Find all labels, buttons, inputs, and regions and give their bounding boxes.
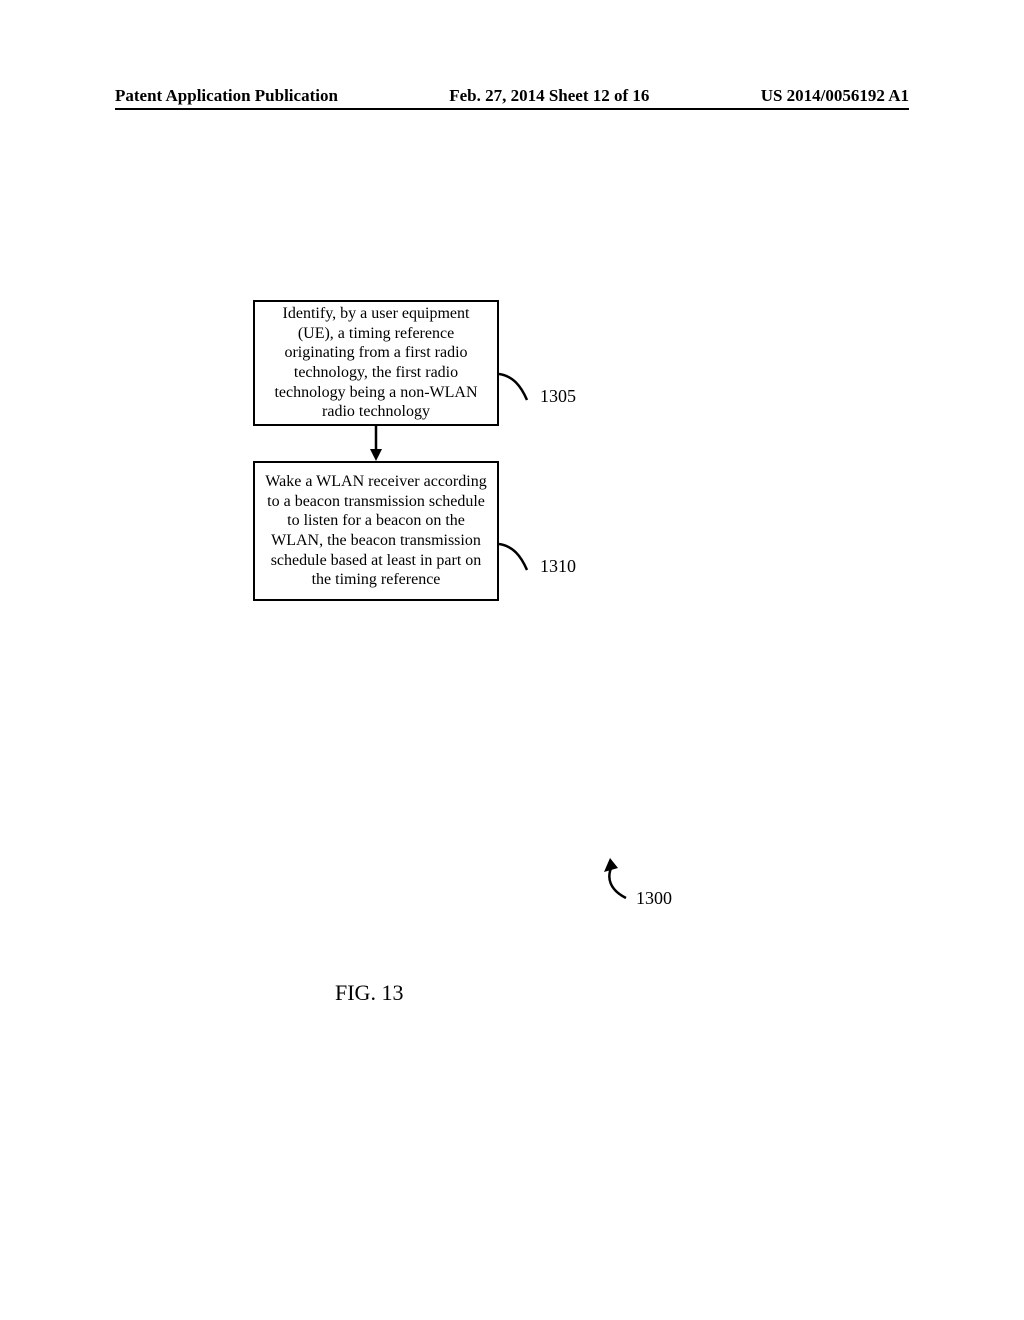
header-right: US 2014/0056192 A1 [761, 86, 909, 106]
flow-node-1: Identify, by a user equipment (UE), a ti… [253, 300, 499, 426]
ref-leader-1305-icon [499, 370, 539, 406]
page-header: Patent Application Publication Feb. 27, … [115, 86, 909, 106]
ref-label-1305: 1305 [540, 386, 576, 407]
header-center: Feb. 27, 2014 Sheet 12 of 16 [449, 86, 649, 106]
ref-leader-1310-icon [499, 540, 539, 576]
ref-label-1310: 1310 [540, 556, 576, 577]
arrow-n1-n2-icon [360, 426, 392, 466]
ref-leader-1300-icon [590, 858, 640, 908]
header-divider [115, 108, 909, 110]
flow-node-1-text: Identify, by a user equipment (UE), a ti… [265, 304, 487, 421]
ref-label-1300: 1300 [636, 888, 672, 909]
flow-node-2: Wake a WLAN receiver according to a beac… [253, 461, 499, 601]
header-left: Patent Application Publication [115, 86, 338, 106]
flow-node-2-text: Wake a WLAN receiver according to a beac… [265, 472, 487, 589]
page-container: Patent Application Publication Feb. 27, … [0, 0, 1024, 1320]
figure-caption: FIG. 13 [335, 980, 403, 1006]
